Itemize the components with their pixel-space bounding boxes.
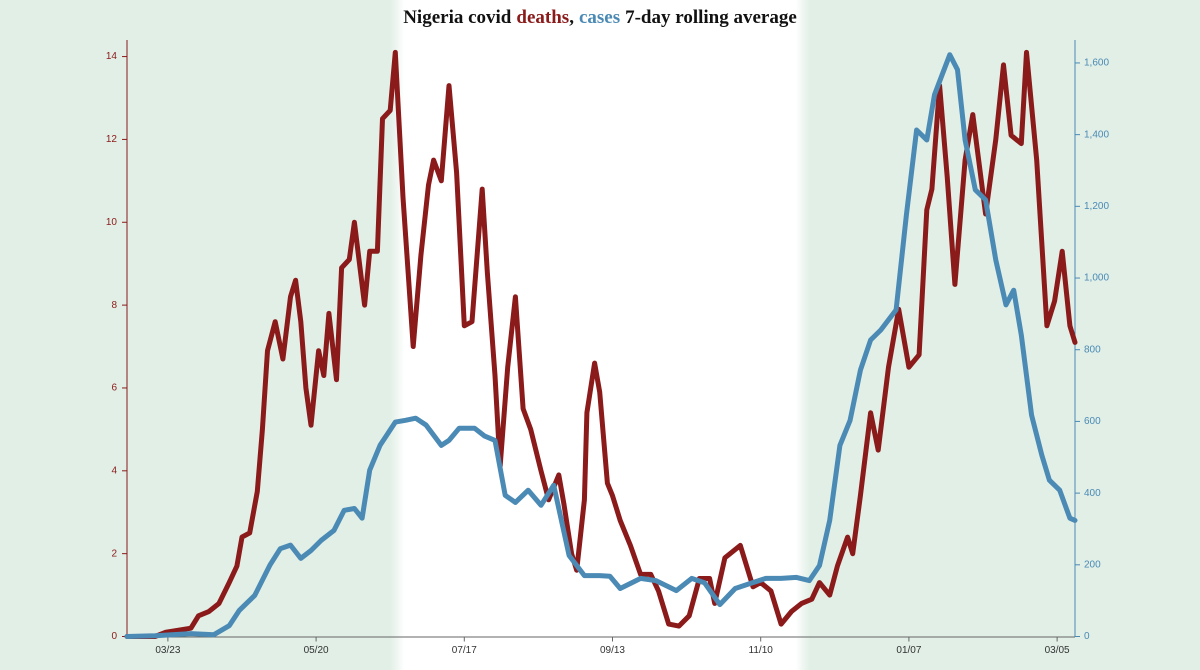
y2-tick-label: 600 [1084,416,1101,427]
y2-tick-label: 1,400 [1084,129,1109,140]
x-tick-label: 07/17 [452,645,477,656]
chart-title: Nigeria covid deaths, cases 7-day rolling a… [403,7,797,28]
title-deaths: deaths [516,7,569,28]
x-tick-label: 01/07 [896,645,921,656]
x-tick-label: 11/10 [749,645,774,656]
title-start: Nigeria covid [403,7,512,28]
x-tick-label: 05/20 [304,645,329,656]
y-tick-label: 2 [111,548,117,559]
y-tick-label: 6 [111,383,117,394]
x-tick-label: 09/13 [600,645,625,656]
y-tick-label: 14 [106,51,118,62]
y2-tick-label: 1,200 [1084,201,1109,212]
x-tick-label: 03/23 [155,645,180,656]
y-tick-label: 10 [106,217,118,228]
y2-tick-label: 200 [1084,559,1101,570]
y-tick-label: 0 [111,631,117,642]
title-end: 7-day rolling average [625,7,797,28]
y2-tick-label: 800 [1084,344,1101,355]
y2-tick-label: 1,600 [1084,58,1109,69]
y-tick-label: 8 [111,300,117,311]
y2-tick-label: 400 [1084,488,1101,499]
y-tick-label: 12 [106,134,118,145]
y2-tick-label: 0 [1084,631,1090,642]
series-line [124,49,1078,639]
title-comma: , [569,7,574,28]
x-tick-label: 03/05 [1045,645,1070,656]
title-cases: cases [579,7,620,28]
series-line [124,52,1078,639]
y-tick-label: 4 [111,465,117,476]
y2-tick-label: 1,000 [1084,273,1109,284]
